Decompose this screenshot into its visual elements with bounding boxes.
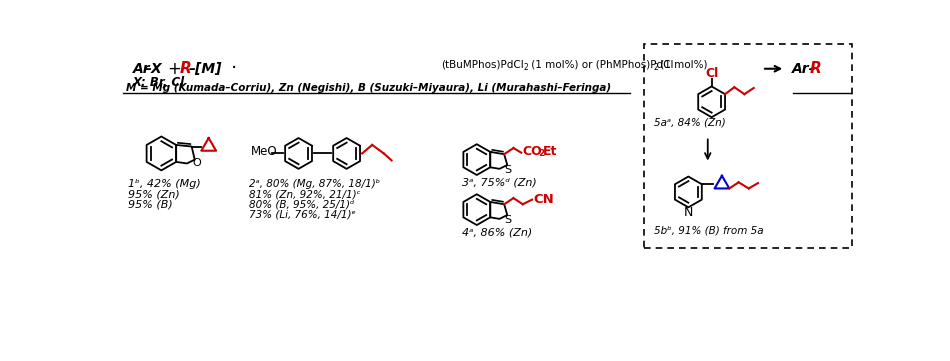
Text: 5bᵇ, 91% (B) from 5a: 5bᵇ, 91% (B) from 5a: [654, 225, 763, 235]
Text: 73% (Li, 76%, 14/1)ᵉ: 73% (Li, 76%, 14/1)ᵉ: [249, 209, 356, 219]
Text: 81% (Zn, 92%, 21/1)ᶜ: 81% (Zn, 92%, 21/1)ᶜ: [249, 189, 360, 199]
Text: 2: 2: [654, 64, 658, 73]
Text: 1ᵇ, 42% (Mg): 1ᵇ, 42% (Mg): [128, 179, 200, 189]
Text: R: R: [809, 61, 821, 76]
Text: 95% (Zn): 95% (Zn): [128, 189, 180, 199]
Text: 4ᵃ, 86% (Zn): 4ᵃ, 86% (Zn): [462, 228, 532, 238]
Text: R: R: [180, 61, 191, 76]
Text: CN: CN: [534, 193, 555, 206]
Text: S: S: [504, 165, 512, 175]
Text: CO: CO: [522, 145, 542, 158]
Text: O: O: [192, 158, 200, 169]
Text: –[M]: –[M]: [188, 62, 222, 76]
Text: X: Br, Cl: X: Br, Cl: [133, 76, 185, 89]
Text: 95% (B): 95% (B): [128, 199, 173, 209]
Text: –X: –X: [145, 62, 162, 76]
Text: 5aᵃ, 84% (Zn): 5aᵃ, 84% (Zn): [654, 118, 725, 128]
Text: ·: ·: [231, 59, 238, 78]
Text: 2ᵃ, 80% (Mg, 87%, 18/1)ᵇ: 2ᵃ, 80% (Mg, 87%, 18/1)ᵇ: [249, 179, 380, 189]
Text: 80% (B, 95%, 25/1)ᵈ: 80% (B, 95%, 25/1)ᵈ: [249, 199, 354, 209]
Text: S: S: [504, 215, 512, 225]
Text: Ar: Ar: [133, 62, 150, 76]
Text: N: N: [684, 206, 694, 219]
Text: 2: 2: [539, 149, 544, 158]
Text: Et: Et: [542, 145, 558, 158]
Text: Cl: Cl: [706, 67, 719, 80]
Text: (1 mol%) or (PhMPhos)PdCl: (1 mol%) or (PhMPhos)PdCl: [528, 60, 674, 70]
Text: Ar–: Ar–: [791, 62, 816, 76]
Text: +: +: [167, 60, 180, 78]
Text: 2: 2: [523, 64, 528, 73]
Text: (1 mol%): (1 mol%): [657, 60, 708, 70]
Text: MeO: MeO: [251, 145, 277, 158]
Text: M = Mg (Kumada–Corriu), Zn (Negishi), B (Suzuki–Miyaura), Li (Murahashi–Feringa): M = Mg (Kumada–Corriu), Zn (Negishi), B …: [126, 83, 612, 93]
Text: (tBuMPhos)PdCl: (tBuMPhos)PdCl: [442, 60, 524, 70]
Text: 3ᵃ, 75%ᵈ (Zn): 3ᵃ, 75%ᵈ (Zn): [462, 178, 537, 188]
